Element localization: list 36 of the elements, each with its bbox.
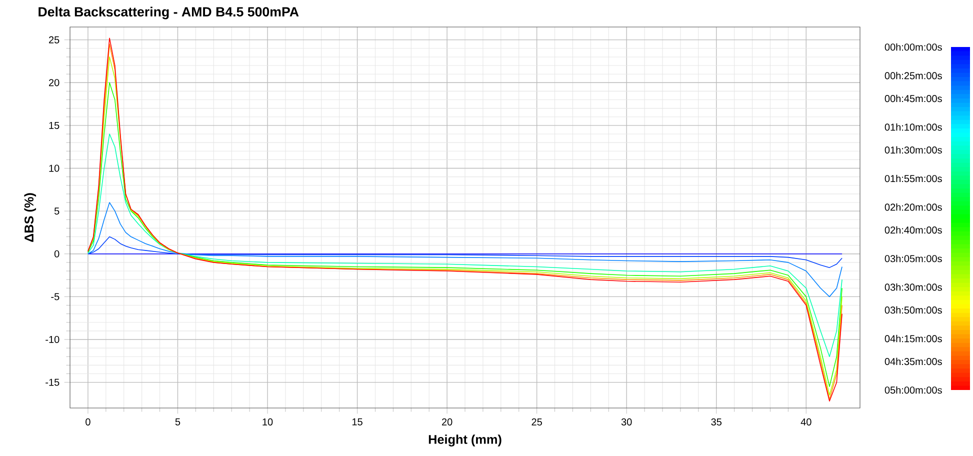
y-tick-label: 10 xyxy=(49,164,60,172)
y-tick-label: 25 xyxy=(48,36,60,44)
y-tick-label: -5 xyxy=(51,293,60,300)
x-tick-label: 15 xyxy=(352,418,362,426)
x-tick-label: 40 xyxy=(800,418,812,426)
color-bar-label: 03h:05m:00s xyxy=(884,254,942,262)
color-bar-label: 01h:10m:00s xyxy=(884,123,942,131)
color-bar-label: 03h:30m:00s xyxy=(884,283,942,291)
y-tick-label: 0 xyxy=(54,250,60,258)
chart-title: Delta Backscattering - AMD B4.5 500mPA xyxy=(38,6,299,20)
line-series xyxy=(88,202,842,298)
y-tick-label: 20 xyxy=(48,79,60,86)
color-bar-label: 03h:50m:00s xyxy=(884,306,942,314)
x-axis-title: Height (mm) xyxy=(428,434,502,446)
color-bar-label: 00h:25m:00s xyxy=(884,72,942,80)
x-tick-label: 35 xyxy=(711,418,722,426)
y-tick-label: -10 xyxy=(46,336,60,344)
color-bar-label: 00h:45m:00s xyxy=(884,94,942,102)
y-tick-label: 15 xyxy=(49,122,60,129)
y-tick-label: -15 xyxy=(46,378,60,386)
x-tick-label: 0 xyxy=(86,418,90,426)
color-bar-label: 01h:30m:00s xyxy=(884,146,942,154)
color-bar-label: 02h:20m:00s xyxy=(884,203,942,211)
color-bar-label: 02h:40m:00s xyxy=(884,226,942,234)
color-bar-label: 05h:00m:00s xyxy=(884,386,942,394)
x-tick-label: 10 xyxy=(262,418,273,426)
color-bar-label: 00h:00m:00s xyxy=(884,43,942,51)
x-tick-label: 20 xyxy=(442,418,452,426)
x-tick-label: 30 xyxy=(621,418,632,426)
x-tick-label: 5 xyxy=(175,418,180,426)
y-axis-title: ΔBS (%) xyxy=(24,193,36,242)
y-tick-label: 5 xyxy=(54,208,60,215)
color-bar-label: 04h:35m:00s xyxy=(884,358,942,366)
color-bar-label: 04h:15m:00s xyxy=(884,334,942,342)
x-tick-label: 25 xyxy=(532,418,542,426)
color-bar-label: 01h:55m:00s xyxy=(884,174,942,182)
